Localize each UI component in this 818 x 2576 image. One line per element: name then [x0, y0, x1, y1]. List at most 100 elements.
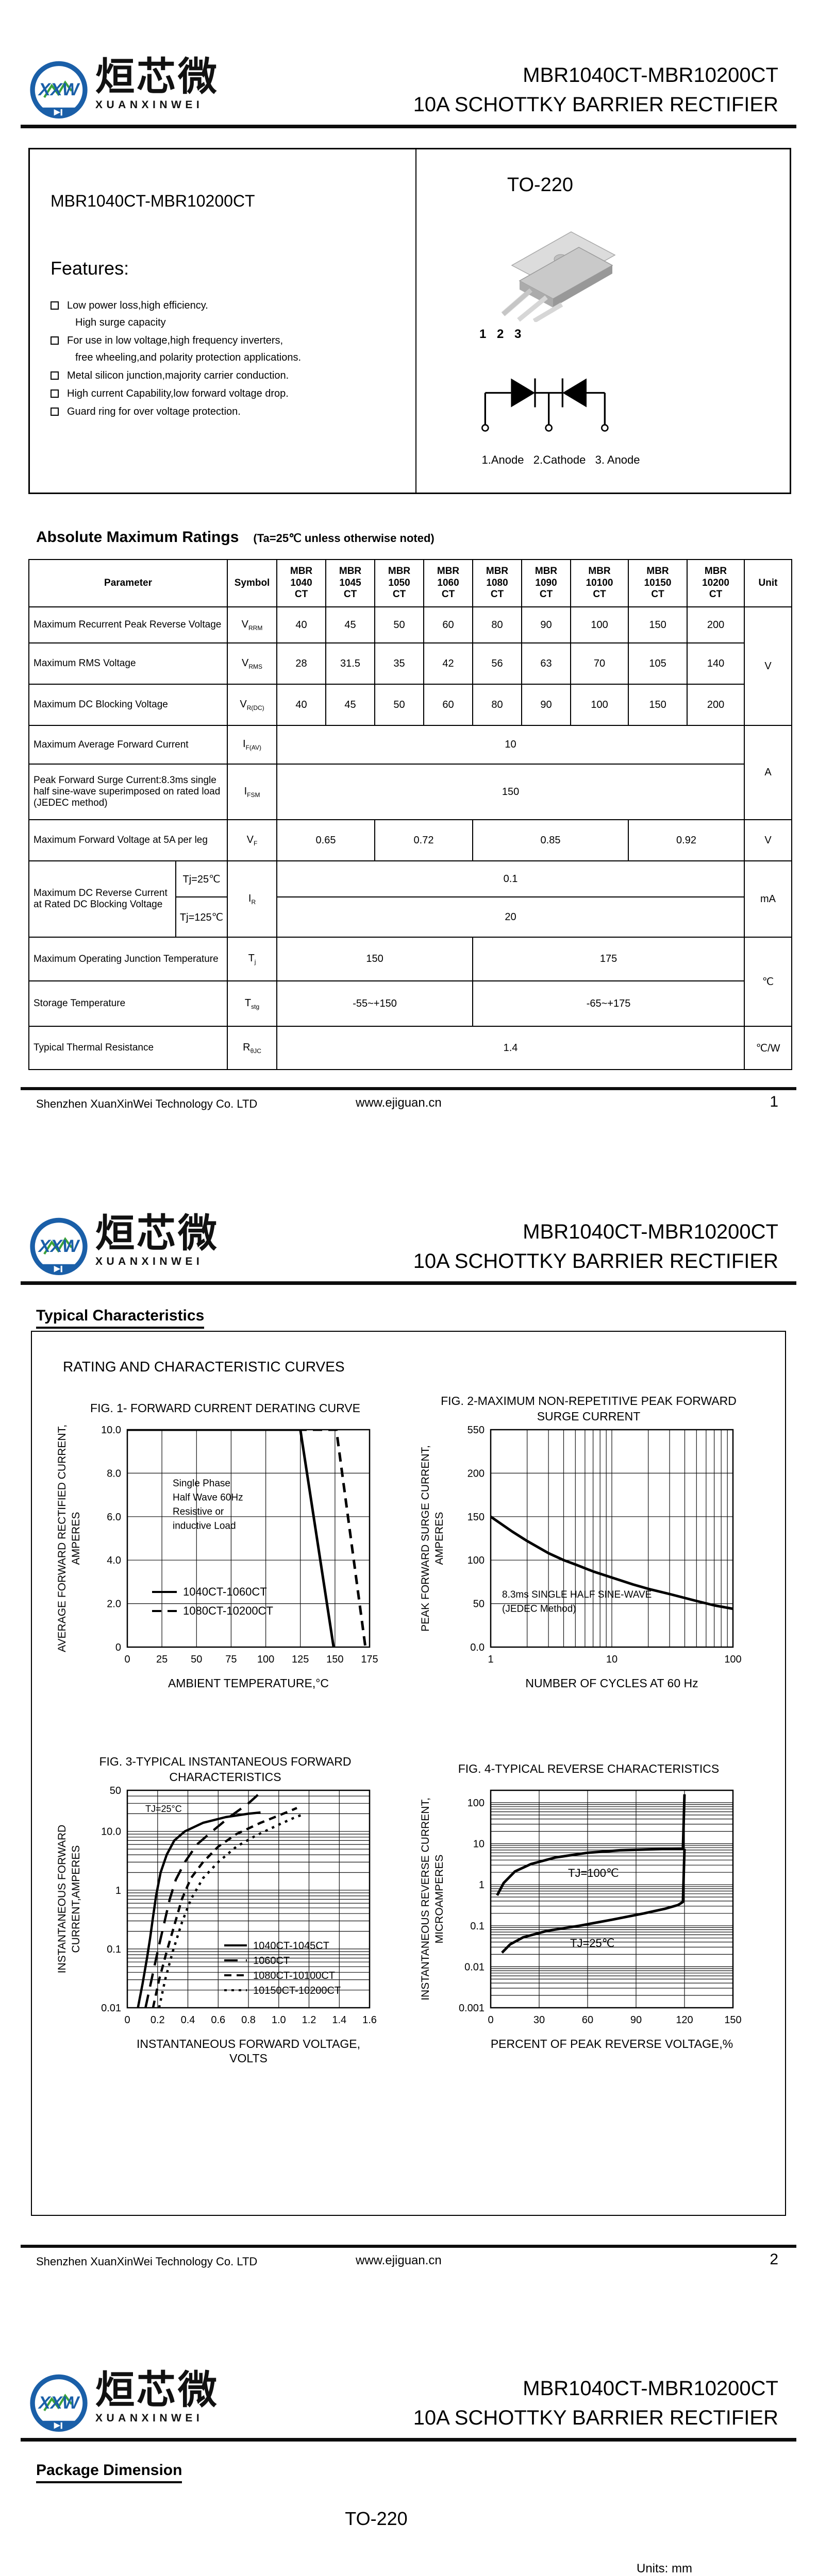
table-cell: RθJC — [227, 1026, 278, 1070]
x-tick-label: 60 — [582, 2014, 593, 2026]
table-cell: 40 — [276, 684, 327, 726]
figure-title: CHARACTERISTICS — [169, 1770, 281, 1784]
table-cell: Tj=25℃ — [175, 860, 228, 897]
series-group — [496, 1794, 686, 1954]
table-cell: Tj — [227, 937, 278, 981]
figure-title: SURGE CURRENT — [537, 1410, 641, 1423]
package-name: TO-220 — [345, 2508, 408, 2529]
x-tick-label: 1.4 — [332, 2014, 346, 2026]
legend-label: 10150CT-10200CT — [253, 1985, 341, 1996]
table-cell: MBR 1060 CT — [423, 559, 474, 607]
table-cell: 150 — [628, 606, 688, 643]
legend-label: 1080CT-10200CT — [183, 1604, 273, 1617]
legend-label: 1080CT-10100CT — [253, 1970, 335, 1981]
table-cell: 0.85 — [472, 819, 629, 861]
y-tick-label: 550 — [468, 1425, 485, 1436]
table-cell: V — [744, 606, 793, 726]
doc-title-line1: MBR1040CT-MBR10200CT — [523, 1221, 778, 1243]
x-tick-label: 0.6 — [211, 2014, 225, 2026]
feature-text: free wheeling,and polarity protection ap… — [75, 352, 302, 363]
figure-1-derating-curve: 0 25 50 75 100 125 150 175 0 2.0 4.0 6.0 8.0 10.0 FIG.… — [56, 1401, 378, 1690]
table-cell: 0.72 — [374, 819, 474, 861]
annotation: TJ=25°C — [145, 1804, 182, 1814]
y-tick-label: 8.0 — [107, 1468, 121, 1479]
series-group — [491, 1515, 733, 1611]
brand-name-en: XUANXINWEI — [95, 2412, 204, 2424]
table-cell: Maximum Recurrent Peak Reverse Voltage — [28, 606, 228, 643]
x-tick-label: 100 — [724, 1654, 741, 1665]
table-cell: 50 — [374, 684, 425, 726]
annotation: TJ=100℃ — [568, 1867, 619, 1879]
package-3d-image — [501, 231, 616, 322]
table-cell: VRRM — [227, 606, 278, 643]
diode-schematic — [481, 378, 609, 432]
y-tick-label: 0.0 — [470, 1642, 485, 1653]
x-tick-label: 1.6 — [362, 2014, 377, 2026]
x-tick-label: 150 — [326, 1654, 343, 1665]
footer-rule — [21, 2245, 796, 2248]
logo-mark-icon: XXW — [30, 61, 88, 119]
legend-label: 1060CT — [253, 1955, 290, 1967]
annotation: 8.3ms SINGLE HALF SINE-WAVE — [502, 1589, 652, 1600]
table-cell: MBR 1080 CT — [472, 559, 523, 607]
brand-name-en: XUANXINWEI — [95, 1256, 204, 1267]
table-cell: mA — [744, 860, 793, 938]
y-tick-label: 6.0 — [107, 1512, 121, 1523]
legend-label: 1040CT-1045CT — [253, 1940, 329, 1952]
table-cell: 140 — [687, 642, 745, 685]
x-tick-label: 50 — [191, 1654, 202, 1665]
table-cell: 100 — [570, 606, 629, 643]
x-tick-label: 0 — [124, 1654, 130, 1665]
logo-mark-icon: XXW — [30, 2374, 88, 2432]
table-cell: 63 — [521, 642, 572, 685]
series-group — [137, 1790, 302, 2008]
amr-heading-row: Absolute Maximum Ratings (Ta=25℃ unless o… — [36, 529, 435, 546]
doc-title: MBR1040CT-MBR10200CT 10A SCHOTTKY BARRIE… — [413, 2374, 778, 2433]
figure-title: FIG. 4-TYPICAL REVERSE CHARACTERISTICS — [458, 1762, 720, 1775]
features-heading: Features: — [51, 258, 129, 279]
x-tick-label: 120 — [676, 2014, 693, 2026]
table-cell: 200 — [687, 684, 745, 726]
table-cell: 80 — [472, 684, 523, 726]
table-cell: MBR 10100 CT — [570, 559, 629, 607]
svg-text:XXW: XXW — [38, 2393, 80, 2413]
page-number: 2 — [770, 2251, 778, 2268]
y-axis-label: INSTANTANEOUS REVERSE CURRENT, — [420, 1798, 431, 2001]
table-cell: VRMS — [227, 642, 278, 685]
x-tick-label: 1.2 — [302, 2014, 316, 2026]
x-tick-label: 1 — [488, 1654, 493, 1665]
pin-numbers: 1 2 3 — [479, 327, 522, 341]
doc-title: MBR1040CT-MBR10200CT 10A SCHOTTKY BARRIE… — [413, 1217, 778, 1276]
table-cell: 20 — [276, 896, 745, 938]
x-axis-label: NUMBER OF CYCLES AT 60 Hz — [525, 1676, 698, 1690]
y-axis-label: AMPERES — [70, 1512, 82, 1565]
brand-logo: XXW 烜芯微 XUANXINWEI — [28, 58, 219, 125]
y-axis-label: CURRENT,AMPERES — [70, 1845, 82, 1953]
figure-title: FIG. 3-TYPICAL INSTANTANEOUS FORWARD — [99, 1755, 351, 1768]
feature-item: Guard ring for over voltage protection. — [51, 406, 391, 418]
feature-text: Guard ring for over voltage protection. — [67, 406, 241, 417]
page-2: XXW 烜芯微 XUANXINWEI MBR1040CT-MBR10200CT … — [0, 1157, 818, 2313]
table-cell: 90 — [521, 606, 572, 643]
y-tick-label: 0.1 — [107, 1944, 121, 1955]
series-1060CT — [144, 1790, 264, 2008]
y-tick-label: 50 — [110, 1785, 121, 1797]
table-cell: Parameter — [28, 559, 228, 607]
table-cell: MBR 1045 CT — [325, 559, 376, 607]
curves-heading: RATING AND CHARACTERISTIC CURVES — [63, 1359, 345, 1375]
footer-website[interactable]: www.ejiguan.cn — [356, 2253, 442, 2267]
table-cell: Peak Forward Surge Current:8.3ms single … — [28, 764, 228, 820]
checkbox-icon — [51, 301, 59, 310]
doc-title-line1: MBR1040CT-MBR10200CT — [523, 64, 778, 87]
series-1040CT-1045CT — [137, 1811, 261, 2008]
table-cell: Typical Thermal Resistance — [28, 1026, 228, 1070]
feature-text: High surge capacity — [75, 317, 166, 328]
feature-item-cont: free wheeling,and polarity protection ap… — [75, 352, 391, 364]
table-cell: 1.4 — [276, 1026, 745, 1070]
figure-title: FIG. 2-MAXIMUM NON-REPETITIVE PEAK FORWA… — [441, 1394, 737, 1408]
table-cell: Maximum RMS Voltage — [28, 642, 228, 685]
footer-website[interactable]: www.ejiguan.cn — [356, 1096, 442, 1110]
plot-border — [490, 1789, 734, 2009]
feature-item-cont: High surge capacity — [75, 317, 391, 329]
logo-mark-icon: XXW — [30, 1217, 88, 1276]
